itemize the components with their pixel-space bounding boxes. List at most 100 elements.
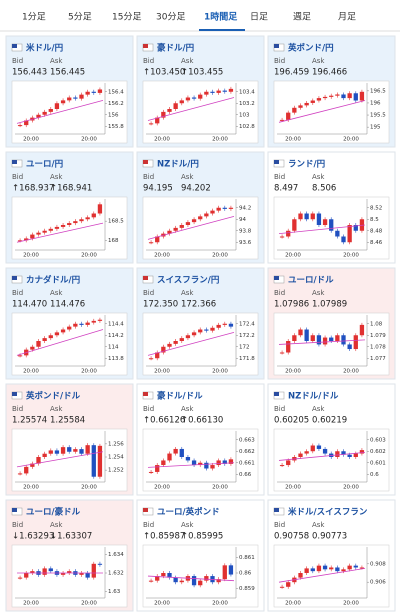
y-tick-label: 0.861 bbox=[239, 555, 255, 561]
y-tick-label: 0.603 bbox=[370, 437, 386, 443]
tab[interactable]: 1時間足 bbox=[204, 11, 238, 23]
candle-body bbox=[322, 448, 328, 454]
candle-body bbox=[85, 573, 90, 578]
pair-title[interactable]: 豪ドル/円 bbox=[157, 43, 194, 54]
y-tick-label: 93.8 bbox=[239, 228, 252, 234]
pair-title[interactable]: 米ドル/円 bbox=[26, 43, 63, 54]
candle-body bbox=[204, 462, 209, 469]
ask-label: Ask bbox=[181, 173, 194, 181]
candle-body bbox=[204, 91, 209, 95]
y-tick-label: 94.2 bbox=[239, 205, 251, 211]
candle-body bbox=[191, 576, 197, 586]
chart-box bbox=[142, 428, 259, 492]
y-tick-label: 1.63 bbox=[108, 589, 121, 595]
pair-title[interactable]: 英ポンド/円 bbox=[287, 43, 334, 54]
chart-box bbox=[11, 428, 128, 492]
candle-body bbox=[155, 465, 160, 472]
candle-body bbox=[322, 219, 328, 225]
candle-body bbox=[329, 567, 334, 570]
pair-title[interactable]: 英ポンド/ドル bbox=[25, 391, 81, 402]
tab[interactable]: 日足 bbox=[250, 12, 268, 23]
pair-title[interactable]: 米ドル/スイスフラン bbox=[288, 507, 368, 518]
candle-body bbox=[173, 103, 178, 109]
candle-body bbox=[148, 580, 154, 582]
candle-body bbox=[198, 462, 203, 466]
candle-body bbox=[148, 123, 154, 125]
candle-body bbox=[359, 91, 365, 101]
moving-average bbox=[147, 215, 235, 240]
candle-body bbox=[353, 335, 358, 350]
candle-body bbox=[329, 219, 334, 231]
tab[interactable]: 5分足 bbox=[68, 12, 92, 23]
candle-body bbox=[341, 335, 346, 345]
bid-value: ↓1.63293 bbox=[12, 532, 54, 542]
tab[interactable]: 週足 bbox=[293, 12, 311, 23]
pair-title[interactable]: カナダドル/円 bbox=[26, 275, 80, 286]
candle-body bbox=[155, 352, 160, 359]
candle-body bbox=[298, 105, 303, 108]
y-tick-label: 8.46 bbox=[370, 240, 383, 246]
candle-body bbox=[310, 213, 315, 220]
x-tick-label: 20:00 bbox=[81, 137, 97, 143]
pair-title[interactable]: NZドル/ドル bbox=[288, 392, 339, 402]
candle-body bbox=[60, 225, 66, 227]
ask-label: Ask bbox=[312, 173, 325, 181]
candle-body bbox=[359, 324, 365, 336]
candle-body bbox=[24, 573, 29, 578]
pair-title[interactable]: ユーロ/豪ドル bbox=[26, 507, 81, 518]
candle-body bbox=[24, 120, 29, 126]
y-tick-label: 103.4 bbox=[239, 89, 255, 95]
y-tick-label: 1.078 bbox=[370, 344, 386, 350]
candle-body bbox=[353, 225, 358, 231]
candle-body bbox=[161, 111, 166, 118]
y-tick-label: 102.8 bbox=[239, 124, 255, 130]
ask-value: 0.90773 bbox=[312, 532, 347, 542]
pair-title[interactable]: ユーロ/ドル bbox=[288, 276, 334, 286]
tab[interactable]: 15分足 bbox=[112, 12, 141, 23]
pair-title[interactable]: ユーロ/円 bbox=[26, 160, 63, 170]
candle-body bbox=[73, 97, 78, 99]
bid-value: ↑168.937 bbox=[12, 184, 54, 194]
y-tick-label: 8.52 bbox=[370, 205, 382, 211]
y-tick-label: 103 bbox=[239, 112, 250, 118]
y-tick-label: 8.48 bbox=[370, 228, 383, 234]
bid-label: Bid bbox=[274, 289, 285, 297]
candle-body bbox=[341, 236, 346, 243]
pair-title[interactable]: 豪ドル/ドル bbox=[157, 391, 203, 402]
tab[interactable]: 1分足 bbox=[22, 12, 46, 23]
flag-mark bbox=[274, 160, 279, 164]
candle-body bbox=[148, 471, 154, 473]
pair-title[interactable]: スイスフラン/円 bbox=[157, 276, 219, 286]
candle-body bbox=[54, 450, 60, 454]
tab[interactable]: 月足 bbox=[338, 12, 356, 23]
candle-body bbox=[322, 96, 328, 99]
bid-label: Bid bbox=[12, 173, 23, 181]
x-tick-label: 20:00 bbox=[212, 601, 228, 607]
x-tick-label: 20:00 bbox=[343, 601, 359, 607]
candle-body bbox=[228, 88, 234, 92]
candle-body bbox=[97, 445, 103, 477]
x-tick-label: 20:00 bbox=[154, 369, 170, 375]
candle-body bbox=[216, 324, 221, 328]
candle-body bbox=[67, 326, 72, 330]
candle-body bbox=[191, 219, 197, 223]
chart-box bbox=[11, 196, 128, 260]
y-tick-label: 1.077 bbox=[370, 356, 386, 362]
candle-body bbox=[322, 337, 328, 345]
pair-title[interactable]: ユーロ/英ポンド bbox=[157, 507, 220, 518]
candle-body bbox=[148, 242, 154, 244]
tab[interactable]: 30分足 bbox=[156, 12, 185, 23]
y-tick-label: 196 bbox=[370, 100, 381, 106]
candle-body bbox=[79, 219, 84, 222]
candle-body bbox=[73, 221, 78, 224]
candle-body bbox=[48, 109, 53, 112]
pair-title[interactable]: NZドル/円 bbox=[157, 160, 199, 170]
bid-label: Bid bbox=[143, 405, 154, 413]
ask-label: Ask bbox=[50, 521, 63, 529]
y-tick-label: 156.2 bbox=[108, 101, 124, 107]
candle-body bbox=[322, 565, 328, 570]
candle-body bbox=[48, 335, 53, 339]
pair-title[interactable]: ランド/円 bbox=[288, 160, 325, 170]
